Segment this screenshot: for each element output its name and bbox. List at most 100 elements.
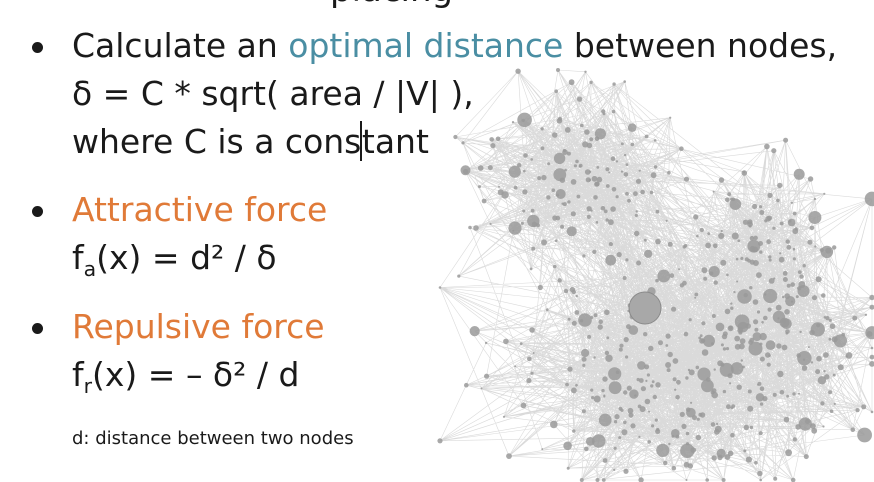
graph-node — [852, 315, 858, 321]
graph-node — [776, 198, 780, 203]
graph-node — [615, 370, 620, 375]
graph-node — [540, 146, 545, 151]
graph-node — [759, 250, 763, 254]
graph-node — [623, 468, 629, 474]
graph-node — [801, 365, 808, 371]
fa-subscript: a — [83, 257, 97, 282]
graph-node — [563, 441, 572, 451]
graph-node — [477, 165, 484, 171]
graph-node — [635, 178, 642, 184]
graph-node — [594, 136, 600, 141]
graph-node — [586, 214, 591, 219]
graph-node — [605, 184, 610, 188]
graph-edge-lines — [439, 69, 873, 481]
graph-node — [695, 434, 702, 441]
graph-node — [792, 392, 796, 396]
graph-node — [829, 323, 836, 330]
graph-node — [605, 218, 609, 222]
graph-node — [613, 468, 616, 471]
graph-node — [777, 182, 783, 189]
graph-node — [866, 331, 873, 337]
graph-node — [793, 168, 805, 180]
graph-node — [646, 373, 651, 377]
graph-node — [779, 390, 785, 395]
graph-node — [790, 477, 796, 482]
graph-node — [501, 191, 509, 199]
graph-node — [738, 330, 743, 335]
graph-node — [768, 258, 772, 262]
graph-node — [461, 141, 465, 145]
graph-node — [850, 427, 856, 433]
graph-node — [786, 244, 792, 250]
graph-node — [775, 304, 782, 311]
graph-node — [803, 454, 809, 460]
graph-node — [658, 340, 663, 346]
graph-node — [508, 165, 521, 178]
graph-node — [602, 458, 608, 463]
graph-node — [754, 327, 759, 332]
repulsive-force-title: Repulsive force — [72, 307, 325, 346]
graph-node — [601, 478, 606, 482]
graph-node — [730, 432, 735, 438]
graph-node — [759, 402, 764, 406]
graph-node — [785, 239, 790, 244]
graph-node — [719, 362, 734, 377]
graph-node — [753, 235, 758, 241]
graph-node — [690, 401, 693, 404]
graph-node — [532, 352, 535, 354]
graph-node — [688, 369, 695, 376]
graph-node — [828, 390, 833, 395]
graph-node — [555, 189, 566, 199]
graph-node — [743, 449, 747, 453]
graph-node — [638, 169, 641, 172]
graph-node — [571, 320, 577, 326]
graph-node — [593, 356, 596, 359]
graph-node — [495, 136, 501, 142]
graph-node — [767, 192, 773, 198]
graph-node — [620, 408, 624, 412]
graph-node — [703, 276, 708, 281]
delta-formula: δ = C * sqrt( area / |V| ), — [72, 74, 474, 113]
graph-node — [810, 361, 814, 364]
graph-node — [614, 414, 620, 420]
graph-node — [869, 304, 874, 310]
graph-node — [825, 316, 830, 321]
graph-node — [808, 211, 822, 224]
fa-rest: (x) = d² / δ — [96, 238, 277, 277]
graph-node — [799, 330, 802, 334]
fa-f: f — [72, 238, 84, 277]
graph-node — [783, 416, 790, 423]
graph-node — [515, 68, 521, 74]
graph-node — [829, 409, 834, 414]
graph-node — [816, 323, 821, 328]
graph-node — [537, 176, 542, 181]
graph-node — [833, 402, 836, 405]
graph-node — [634, 213, 638, 218]
graph-node — [665, 362, 672, 368]
graph-node — [701, 267, 708, 274]
graph-node — [600, 206, 606, 211]
graph-node — [792, 257, 797, 261]
graph-node — [815, 276, 822, 283]
graph-node — [618, 347, 623, 352]
graph-node — [552, 132, 558, 138]
graph-node — [655, 209, 660, 214]
graph-node — [554, 239, 558, 242]
graph-node — [855, 408, 860, 413]
graph-node — [667, 170, 671, 175]
graph-node — [757, 383, 759, 386]
graph-node — [870, 346, 874, 350]
graph-node — [541, 239, 547, 246]
bullet-dot-icon — [32, 323, 43, 334]
graph-node — [498, 185, 500, 188]
bullet-attractive-force: Attractive force fa(x) = d² / δ — [32, 186, 327, 282]
graph-node — [785, 449, 792, 457]
graph-node — [861, 404, 867, 410]
graph-node — [759, 332, 767, 341]
graph-node — [669, 273, 675, 278]
graph-node — [681, 423, 687, 429]
attractive-force-title: Attractive force — [72, 190, 328, 229]
graph-node — [489, 137, 495, 142]
graph-node — [668, 442, 671, 446]
graph-node — [766, 362, 771, 367]
